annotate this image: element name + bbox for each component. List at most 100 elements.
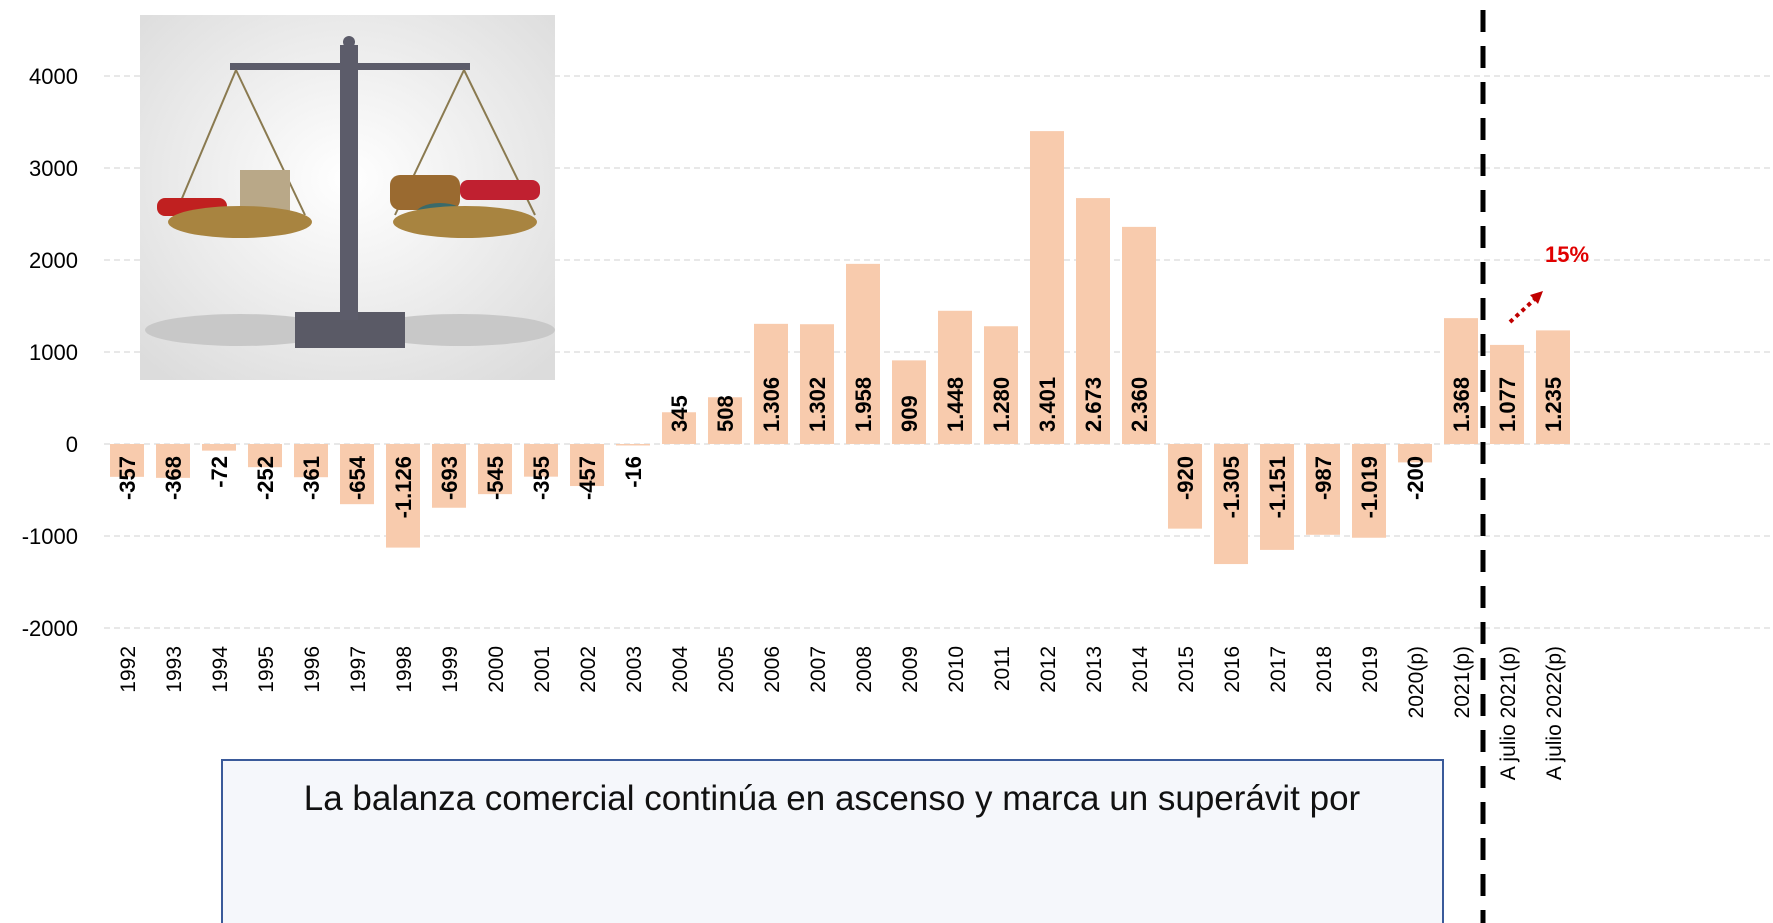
- x-tick-label: 1993: [163, 646, 186, 693]
- value-label: 1.306: [759, 377, 784, 432]
- bar: [110, 444, 144, 477]
- bar: [1490, 344, 1524, 444]
- x-tick-label: 2014: [1129, 646, 1152, 693]
- bar: [386, 444, 420, 548]
- x-tick-label: A julio 2021(p): [1497, 646, 1520, 780]
- y-tick-label: 4000: [29, 64, 78, 89]
- bar: [1398, 444, 1432, 463]
- value-label: 2.360: [1127, 377, 1152, 432]
- bar: [294, 444, 328, 478]
- bar: [156, 444, 190, 478]
- y-tick-label: 0: [66, 432, 78, 457]
- x-tick-label: 2006: [761, 646, 784, 693]
- bar: [478, 444, 512, 495]
- x-tick-label: 1992: [117, 646, 140, 693]
- bar: [1306, 444, 1340, 535]
- x-tick-label: 2021(p): [1451, 646, 1474, 718]
- value-label: -368: [161, 456, 186, 500]
- value-label: -654: [345, 455, 370, 500]
- x-tick-label: 2016: [1221, 646, 1244, 693]
- value-label: -545: [483, 456, 508, 500]
- bar: [616, 444, 650, 446]
- x-tick-label: 1996: [301, 646, 324, 693]
- bar: [340, 444, 374, 505]
- value-label: 1.368: [1449, 377, 1474, 432]
- bar: [570, 444, 604, 487]
- x-tick-label: 2002: [577, 646, 600, 693]
- bar: [662, 412, 696, 444]
- value-label: -72: [207, 456, 232, 488]
- value-label: -693: [437, 456, 462, 500]
- bar: [202, 444, 236, 451]
- value-label: -987: [1311, 456, 1336, 500]
- x-tick-label: 2011: [991, 646, 1014, 691]
- x-tick-label: 2013: [1083, 646, 1106, 693]
- bar: [1536, 330, 1570, 444]
- y-tick-label: 1000: [29, 340, 78, 365]
- x-tick-label: 2010: [945, 646, 968, 693]
- x-tick-label: 2008: [853, 646, 876, 693]
- x-tick-label: 2019: [1359, 646, 1382, 693]
- x-tick-label: A julio 2022(p): [1543, 646, 1566, 780]
- value-label: -457: [575, 456, 600, 500]
- value-label: -920: [1173, 456, 1198, 500]
- value-label: 909: [897, 395, 922, 432]
- value-label: 1.448: [943, 377, 968, 432]
- value-label: -16: [621, 456, 646, 488]
- value-label: 1.302: [805, 377, 830, 432]
- bar: [1352, 444, 1386, 538]
- value-label: -1.019: [1357, 456, 1382, 518]
- bar: [1444, 318, 1478, 444]
- note-text: La balanza comercial continúa en ascenso…: [304, 779, 1361, 818]
- x-tick-label: 2001: [531, 646, 554, 693]
- bar: [1260, 444, 1294, 550]
- value-label: 345: [667, 395, 692, 432]
- x-tick-label: 1994: [209, 646, 232, 693]
- bar: [1122, 226, 1156, 444]
- value-label: -1.126: [391, 456, 416, 518]
- value-label: -355: [529, 456, 554, 500]
- x-tick-label: 2020(p): [1405, 646, 1428, 718]
- value-label: 1.280: [989, 377, 1014, 432]
- x-tick-label: 2009: [899, 646, 922, 693]
- x-tick-label: 2005: [715, 646, 738, 693]
- bar: [708, 397, 742, 444]
- bar: [938, 310, 972, 444]
- value-label: 3.401: [1035, 377, 1060, 432]
- y-tick-label: -1000: [22, 524, 78, 549]
- y-tick-label: -2000: [22, 616, 78, 641]
- y-tick-label: 3000: [29, 156, 78, 181]
- x-tick-label: 2000: [485, 646, 508, 693]
- annotation-arrow: [1508, 296, 1538, 324]
- bar: [432, 444, 466, 508]
- bar: [1030, 131, 1064, 444]
- bar: [800, 324, 834, 444]
- value-label: -1.151: [1265, 456, 1290, 518]
- bar: [754, 323, 788, 444]
- bar: [984, 326, 1018, 444]
- x-tick-label: 1997: [347, 646, 370, 693]
- x-tick-label: 2004: [669, 646, 692, 693]
- x-tick-label: 2018: [1313, 646, 1336, 693]
- x-tick-label: 1995: [255, 646, 278, 693]
- x-tick-label: 1998: [393, 646, 416, 693]
- annotation-arrowhead: [1530, 291, 1543, 304]
- bar: [248, 444, 282, 468]
- bar: [524, 444, 558, 477]
- annotation: 15%: [1545, 242, 1589, 267]
- value-label: 1.958: [851, 377, 876, 432]
- bar: [1076, 198, 1110, 444]
- value-label: -200: [1403, 456, 1428, 500]
- x-tick-label: 2007: [807, 646, 830, 693]
- bar: [1168, 444, 1202, 529]
- x-tick-label: 2012: [1037, 646, 1060, 693]
- value-label: -252: [253, 456, 278, 500]
- note-box: La balanza comercial continúa en ascenso…: [221, 759, 1444, 923]
- value-label: -361: [299, 456, 324, 500]
- x-tick-label: 2017: [1267, 646, 1290, 693]
- scale-illustration: [140, 15, 555, 380]
- x-tick-label: 2015: [1175, 646, 1198, 693]
- bar: [892, 360, 926, 444]
- x-tick-label: 2003: [623, 646, 646, 693]
